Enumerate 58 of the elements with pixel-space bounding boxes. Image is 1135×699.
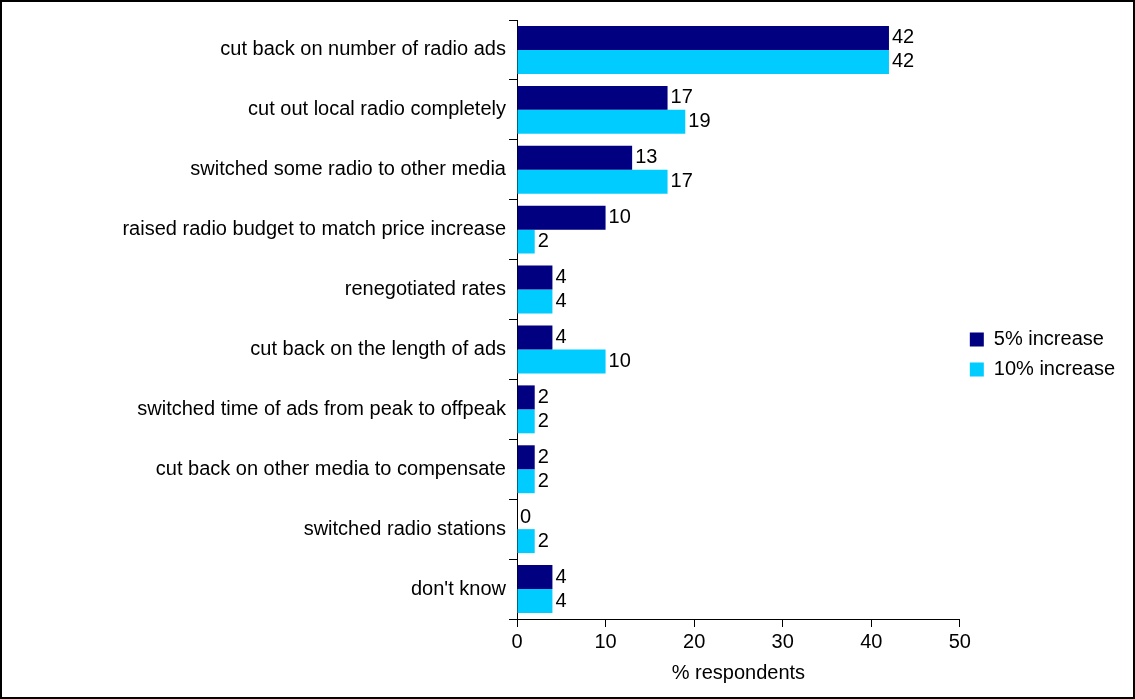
legend-label: 5% increase bbox=[993, 327, 1104, 350]
data-label: 2 bbox=[537, 408, 549, 431]
data-label: 2 bbox=[537, 444, 549, 467]
data-label: 42 bbox=[891, 49, 915, 72]
bar bbox=[517, 145, 633, 170]
x-tick-label: 40 bbox=[860, 629, 883, 652]
data-label: 42 bbox=[891, 25, 915, 48]
bar bbox=[517, 529, 535, 554]
y-tick-label: don't know bbox=[411, 576, 507, 599]
bar bbox=[517, 205, 606, 230]
y-tick-label: switched time of ads from peak to offpeak bbox=[137, 396, 507, 419]
data-label: 17 bbox=[670, 169, 693, 192]
data-label: 13 bbox=[635, 145, 658, 168]
bar bbox=[517, 289, 553, 314]
data-label: 4 bbox=[555, 265, 567, 288]
data-label: 4 bbox=[555, 588, 567, 611]
y-tick-label: cut back on other media to compensate bbox=[155, 456, 506, 479]
legend-label: 10% increase bbox=[993, 357, 1116, 380]
bar bbox=[517, 349, 606, 374]
bar bbox=[517, 109, 686, 134]
data-label: 4 bbox=[555, 289, 567, 312]
data-label: 10 bbox=[608, 348, 631, 371]
bar bbox=[517, 169, 668, 194]
bar bbox=[517, 589, 553, 614]
data-label: 2 bbox=[537, 384, 549, 407]
data-label: 4 bbox=[555, 564, 567, 587]
y-tick-label: cut back on the length of ads bbox=[250, 336, 506, 359]
bar bbox=[517, 409, 535, 434]
bar bbox=[517, 49, 889, 74]
x-tick-label: 30 bbox=[771, 629, 794, 652]
bar bbox=[517, 229, 535, 254]
bar bbox=[517, 385, 535, 410]
y-tick-label: raised radio budget to match price increase bbox=[122, 217, 506, 240]
y-tick-label: renegotiated rates bbox=[344, 277, 506, 300]
x-tick-label: 50 bbox=[948, 629, 971, 652]
bar bbox=[517, 565, 553, 590]
data-label: 10 bbox=[608, 205, 631, 228]
bar bbox=[517, 469, 535, 494]
x-axis-title: % respondents bbox=[671, 660, 806, 683]
x-tick-label: 0 bbox=[511, 629, 523, 652]
y-tick-label: switched radio stations bbox=[303, 516, 506, 539]
data-label: 2 bbox=[537, 528, 549, 551]
bar bbox=[517, 265, 553, 290]
data-label: 4 bbox=[555, 324, 567, 347]
bar bbox=[517, 445, 535, 470]
data-label: 19 bbox=[688, 109, 711, 132]
y-tick-label: cut back on number of radio ads bbox=[220, 37, 506, 60]
y-tick-label: cut out local radio completely bbox=[248, 97, 506, 120]
data-label: 0 bbox=[520, 504, 532, 527]
bar bbox=[517, 85, 668, 110]
bar bbox=[517, 325, 553, 350]
bar bbox=[517, 25, 889, 50]
y-tick-label: switched some radio to other media bbox=[190, 157, 507, 180]
data-label: 2 bbox=[537, 468, 549, 491]
x-tick-label: 20 bbox=[683, 629, 706, 652]
data-label: 2 bbox=[537, 229, 549, 252]
data-label: 17 bbox=[670, 85, 693, 108]
x-tick-label: 10 bbox=[594, 629, 617, 652]
